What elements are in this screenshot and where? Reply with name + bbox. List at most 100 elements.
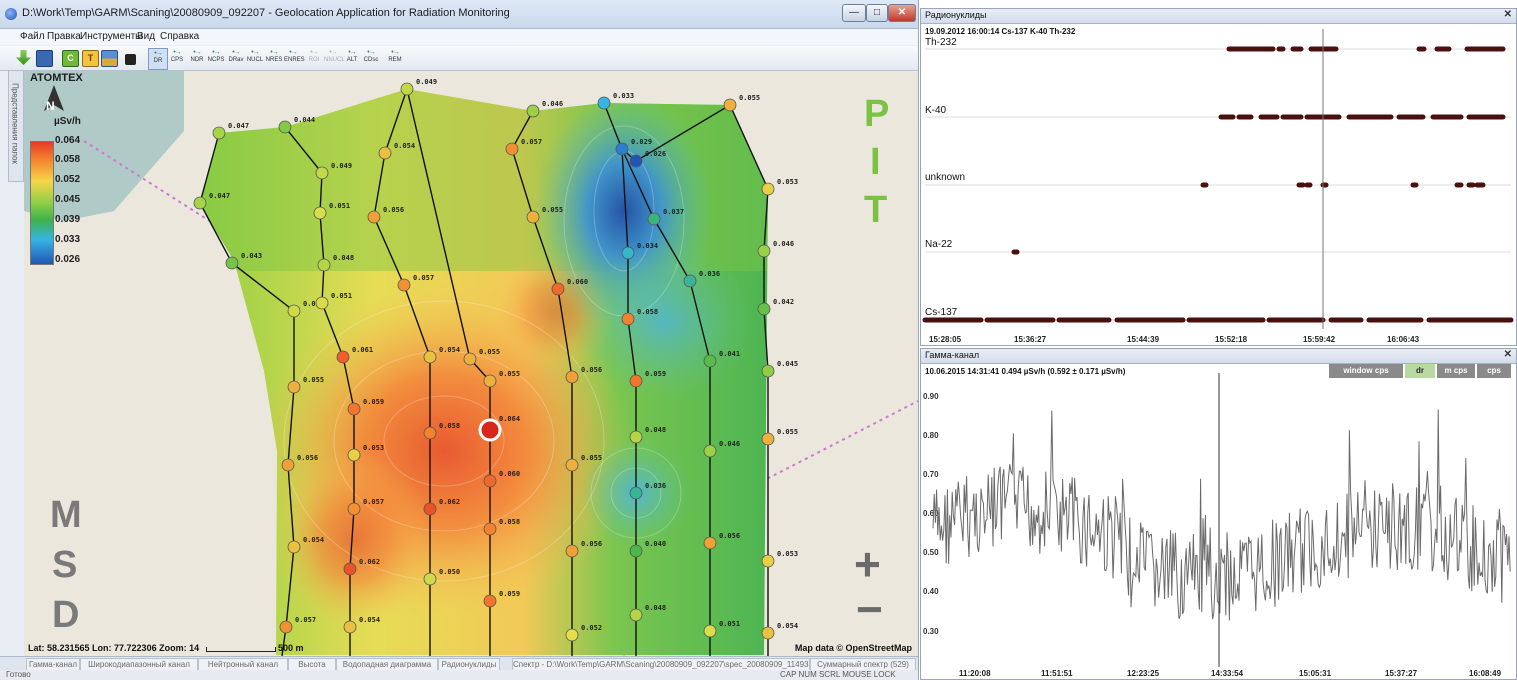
measurement-point[interactable] [723, 98, 737, 112]
tab-spectrum[interactable]: Спектр - D:\Work\Temp\GARM\Scaning\20080… [512, 658, 810, 670]
measurement-point[interactable] [423, 572, 437, 586]
measurement-point[interactable] [757, 302, 771, 316]
map-view[interactable]: 0.049 0.047 0.044 0.046 0.033 0.055 0.049 0.054… [24, 71, 918, 656]
measurement-point[interactable] [565, 544, 579, 558]
measurement-point[interactable] [315, 296, 329, 310]
measurement-point[interactable] [757, 244, 771, 258]
measurement-point[interactable] [287, 540, 301, 554]
zoom-out-button[interactable]: − [856, 583, 883, 635]
measurement-point[interactable] [367, 210, 381, 224]
measurement-point[interactable] [347, 502, 361, 516]
measurement-point[interactable] [483, 522, 497, 536]
measurement-point[interactable] [565, 628, 579, 642]
measurement-point[interactable] [378, 146, 392, 160]
measurement-point[interactable] [343, 620, 357, 634]
measurement-point[interactable] [313, 206, 327, 220]
menu-file[interactable]: Файл [20, 31, 45, 42]
measurement-point[interactable] [287, 380, 301, 394]
zoom-in-button[interactable]: + [854, 538, 881, 590]
dr-button[interactable]: dr [1405, 364, 1435, 378]
measurement-point[interactable] [647, 212, 661, 226]
measurement-point[interactable] [397, 278, 411, 292]
measurement-point[interactable] [526, 210, 540, 224]
tab-nuclides[interactable]: Радионуклиды [438, 658, 500, 670]
measurement-point[interactable] [629, 608, 643, 622]
measurement-point[interactable] [193, 196, 207, 210]
measurement-point[interactable] [629, 430, 643, 444]
measurement-point[interactable] [317, 258, 331, 272]
tool-enres[interactable]: •→ ENRES [284, 49, 305, 63]
arrow-down-icon[interactable] [16, 50, 31, 65]
cps-button[interactable]: cps [1477, 364, 1511, 378]
measurement-point[interactable] [703, 536, 717, 550]
measurement-point[interactable] [703, 624, 717, 638]
measurement-point[interactable] [483, 474, 497, 488]
measurement-point[interactable] [621, 246, 635, 260]
maximize-button[interactable]: □ [866, 4, 888, 22]
measurement-point[interactable] [621, 312, 635, 326]
tool-ndr[interactable]: •→ NDR [190, 49, 204, 63]
measurement-point[interactable] [281, 458, 295, 472]
minimize-button[interactable]: — [842, 4, 866, 22]
close-button[interactable]: ✕ [888, 4, 916, 22]
gamma-close-button[interactable]: ✕ [1503, 349, 1512, 360]
tool-cdsc[interactable]: •→ CDsc [363, 49, 379, 63]
measurement-point[interactable] [629, 374, 643, 388]
tool-ncps[interactable]: •→ NCPS [207, 49, 225, 63]
gamma-signal-plot[interactable] [921, 349, 1516, 679]
nuclides-close-button[interactable]: ✕ [1503, 9, 1512, 20]
tab-wide-range[interactable]: Широкодиапазонный канал [80, 658, 198, 670]
tab-gamma[interactable]: Гамма-канал [26, 658, 80, 670]
tool-rem[interactable]: •→ REM [388, 49, 402, 63]
measurement-point[interactable] [225, 256, 239, 270]
measurement-point[interactable] [279, 620, 293, 634]
measurement-point[interactable] [423, 350, 437, 364]
measurement-point[interactable] [761, 182, 775, 196]
save-icon[interactable] [36, 50, 53, 67]
measurement-point[interactable] [565, 370, 579, 384]
measurement-point[interactable] [597, 96, 611, 110]
menu-tools[interactable]: Инструменты [80, 31, 143, 42]
m-cps-button[interactable]: m cps [1437, 364, 1475, 378]
tool-dr[interactable]: •→ DR [148, 48, 168, 70]
tool-alt[interactable]: •→ ALT [346, 49, 358, 63]
t-icon[interactable]: T [82, 50, 99, 67]
measurement-point[interactable] [483, 374, 497, 388]
measurement-point[interactable] [423, 426, 437, 440]
measurement-point[interactable] [629, 154, 643, 168]
measurement-point[interactable] [761, 626, 775, 640]
menu-edit[interactable]: Правка [47, 31, 81, 42]
measurement-point[interactable] [212, 126, 226, 140]
tool-cps[interactable]: •→ CPS [170, 49, 184, 63]
tool-roi[interactable]: •→ ROI [308, 49, 320, 63]
measurement-point[interactable] [761, 364, 775, 378]
measurement-point[interactable] [423, 502, 437, 516]
measurement-point[interactable] [761, 432, 775, 446]
measurement-point[interactable] [505, 142, 519, 156]
measurement-point[interactable] [336, 350, 350, 364]
nuclides-timeline[interactable] [921, 9, 1516, 345]
tool-nucl[interactable]: •→ NUCL [246, 49, 264, 63]
measurement-point[interactable] [343, 562, 357, 576]
c-icon[interactable]: C [62, 50, 79, 67]
measurement-point[interactable] [400, 82, 414, 96]
menu-view[interactable]: Вид [137, 31, 156, 42]
measurement-point[interactable] [703, 354, 717, 368]
landscape-icon[interactable] [101, 50, 118, 67]
measurement-point[interactable] [347, 402, 361, 416]
menu-help[interactable]: Справка [160, 31, 200, 42]
measurement-point[interactable] [629, 486, 643, 500]
measurement-point[interactable] [278, 120, 292, 134]
tool-drav[interactable]: •→ DRav [228, 49, 244, 63]
measurement-point[interactable] [315, 166, 329, 180]
tool-nnucl[interactable]: •→ NNUCL [324, 49, 345, 63]
measurement-point[interactable] [551, 282, 565, 296]
window-cps-button[interactable]: window cps [1329, 364, 1403, 378]
measurement-point[interactable] [683, 274, 697, 288]
tab-total-spectrum[interactable]: Суммарный спектр (529) [810, 658, 916, 670]
tab-waterfall[interactable]: Водопадная диаграмма [336, 658, 438, 670]
measurement-point[interactable] [703, 444, 717, 458]
lock-icon[interactable] [125, 54, 136, 65]
measurement-point[interactable] [629, 544, 643, 558]
measurement-point[interactable] [526, 104, 540, 118]
